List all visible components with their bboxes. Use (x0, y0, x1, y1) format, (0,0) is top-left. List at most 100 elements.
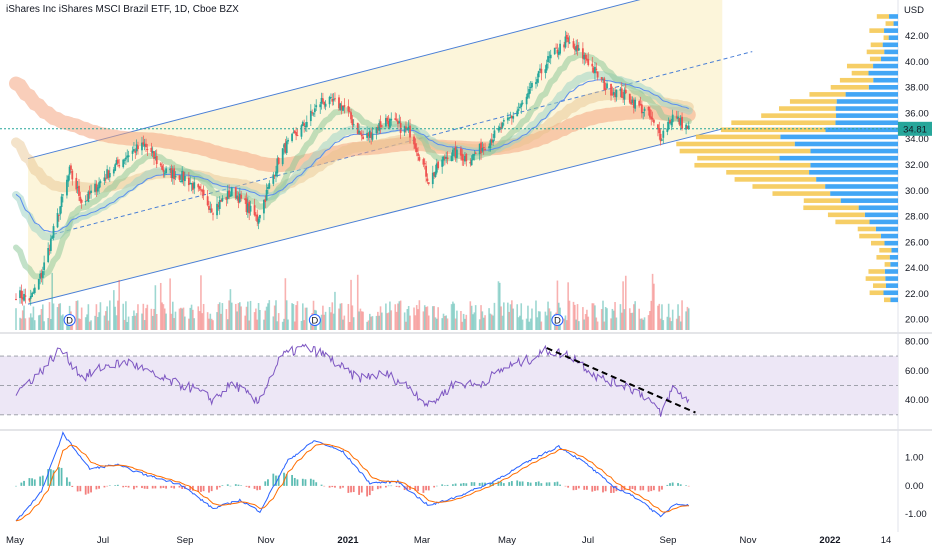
candle-body (548, 56, 551, 58)
volume-bar (584, 314, 587, 330)
volume-bar (221, 303, 224, 330)
volume-bar (20, 318, 23, 330)
volume-bar (151, 315, 154, 330)
volume-bar (209, 313, 212, 330)
volume-bar (228, 300, 230, 330)
time-tick-label: 14 (881, 535, 892, 546)
candle-body (553, 47, 556, 55)
volume-profile-sell (851, 70, 869, 76)
volume-bar (268, 300, 271, 330)
candle-body (226, 191, 229, 199)
candle-body (159, 163, 162, 166)
volume-bar (178, 308, 181, 330)
candle-body (498, 126, 501, 130)
volume-bar (478, 319, 481, 330)
volume-bar (647, 315, 650, 330)
macd-histogram-bar (173, 485, 176, 489)
candle-body (360, 134, 363, 137)
candle-body (619, 88, 622, 91)
candle-body (573, 47, 576, 50)
candle-body (303, 123, 306, 126)
volume-bar (180, 307, 182, 330)
candle-body (519, 106, 521, 109)
volume-bar (296, 301, 299, 330)
volume-profile-buy (890, 262, 898, 267)
candle-body (133, 149, 135, 152)
volume-bar (681, 300, 683, 330)
volume-bar (512, 308, 515, 330)
volume-bar (614, 301, 616, 330)
volume-bar (488, 308, 490, 330)
candle-body (339, 103, 342, 111)
candle-body (596, 71, 599, 78)
macd-histogram-bar (425, 485, 427, 491)
volume-bar (456, 310, 458, 330)
candle-body (104, 178, 107, 180)
macd-histogram-bar (116, 484, 119, 486)
candle-body (151, 150, 154, 154)
candle-body (174, 175, 177, 178)
macd-histogram-bar (666, 484, 669, 486)
dividend-label: D (311, 316, 318, 327)
volume-bar (461, 321, 464, 330)
candle-body (86, 199, 88, 201)
macd-histogram-bar (234, 484, 237, 486)
candle-body (206, 196, 209, 206)
macd-histogram-bar (510, 481, 513, 486)
macd-histogram-bar (200, 485, 202, 492)
volume-bar (338, 308, 340, 330)
macd-histogram-bar (347, 485, 350, 493)
volume-profile-sell (883, 35, 889, 41)
volume-bar (126, 321, 129, 330)
candle-body (527, 93, 529, 98)
volume-bar (86, 314, 88, 330)
volume-bar (106, 306, 108, 330)
volume-profile-sell (869, 56, 881, 62)
volume-bar (446, 318, 449, 330)
volume-bar (362, 311, 364, 330)
volume-bar (685, 311, 687, 330)
volume-bar (239, 302, 241, 330)
volume-bar (623, 309, 626, 330)
macd-histogram-bar (368, 485, 371, 496)
volume-bar (547, 301, 549, 330)
candle-body (76, 186, 79, 189)
candle-body (650, 116, 653, 120)
candle-body (517, 109, 520, 111)
volume-profile-buy (884, 28, 898, 33)
candle-body (112, 169, 115, 174)
rsi-trendline (546, 347, 696, 414)
volume-bar (21, 310, 24, 330)
volume-bar (387, 312, 390, 330)
candle-body (469, 161, 472, 164)
volume-bar (527, 305, 529, 330)
candle-body (245, 198, 248, 213)
volume-bar (563, 318, 565, 330)
candle-body (114, 164, 117, 171)
volume-bar (174, 311, 177, 330)
volume-bar (624, 275, 627, 330)
candle-body (272, 174, 275, 184)
volume-bar (292, 304, 295, 330)
last-price-badge (898, 121, 932, 136)
volume-profile-sell (885, 21, 894, 26)
candle-body (643, 108, 646, 111)
macd-histogram-bar (15, 485, 17, 487)
candle-body (399, 122, 402, 133)
macd-histogram-bar (559, 484, 562, 486)
candle-body (370, 132, 373, 138)
volume-bar (464, 318, 466, 330)
volume-bar (182, 307, 185, 330)
volume-bar (295, 305, 297, 330)
volume-profile-sell (869, 28, 885, 33)
volume-bar (273, 305, 276, 330)
candle-body (473, 154, 476, 156)
candle-body (624, 89, 627, 94)
volume-bar (497, 281, 500, 330)
candle-body (409, 125, 411, 138)
candle-body (685, 124, 687, 130)
candle-body (427, 182, 430, 184)
volume-bar (536, 317, 539, 330)
